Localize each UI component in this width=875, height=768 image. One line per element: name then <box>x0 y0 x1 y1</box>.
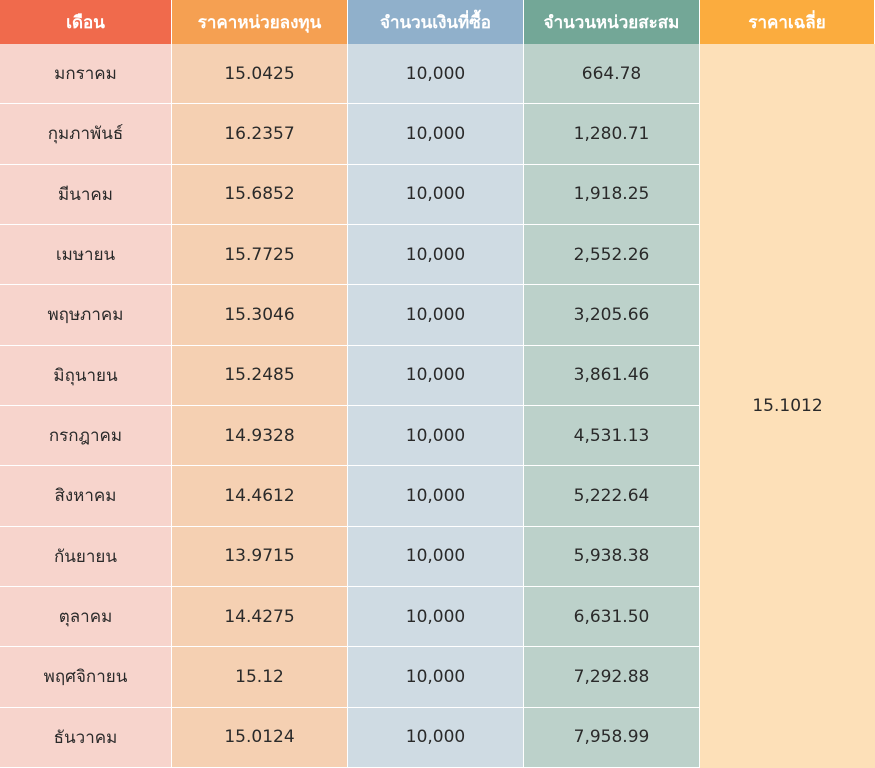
cell-cumulative-units: 3,205.66 <box>524 285 700 346</box>
cell-cumulative-units: 7,292.88 <box>524 647 700 708</box>
cell-unit-price: 14.4275 <box>172 586 348 648</box>
cell-cumulative-units: 3,861.46 <box>524 345 700 406</box>
cell-month: มกราคม <box>0 44 172 105</box>
cell-month: สิงหาคม <box>0 466 172 527</box>
cell-month: พฤศจิกายน <box>0 647 172 708</box>
cell-cumulative-units: 6,631.50 <box>524 586 700 648</box>
cell-average-price: 15.1012 <box>700 44 875 768</box>
cell-month: มีนาคม <box>0 164 172 225</box>
cell-unit-price: 15.2485 <box>172 345 348 406</box>
cell-month: มิถุนายน <box>0 345 172 406</box>
cell-amount: 10,000 <box>348 405 524 467</box>
cell-unit-price: 15.0124 <box>172 707 348 768</box>
cell-amount: 10,000 <box>348 345 524 406</box>
header-unit-price: ราคาหน่วยลงทุน <box>172 0 348 44</box>
cell-month: ตุลาคม <box>0 586 172 648</box>
cell-cumulative-units: 5,938.38 <box>524 526 700 587</box>
cell-month: กุมภาพันธ์ <box>0 104 172 165</box>
cell-amount: 10,000 <box>348 647 524 708</box>
cell-month: กันยายน <box>0 526 172 587</box>
header-amount: จำนวนเงินที่ซื้อ <box>348 0 524 44</box>
header-cumulative-units: จำนวนหน่วยสะสม <box>524 0 700 44</box>
cell-amount: 10,000 <box>348 224 524 286</box>
cell-unit-price: 15.7725 <box>172 224 348 286</box>
cell-cumulative-units: 5,222.64 <box>524 466 700 527</box>
header-average-price: ราคาเฉลี่ย <box>700 0 875 44</box>
cell-cumulative-units: 2,552.26 <box>524 224 700 286</box>
cell-unit-price: 15.6852 <box>172 164 348 225</box>
cell-cumulative-units: 4,531.13 <box>524 405 700 467</box>
cell-unit-price: 14.9328 <box>172 405 348 467</box>
cell-unit-price: 15.3046 <box>172 285 348 346</box>
cell-month: เมษายน <box>0 224 172 286</box>
cell-cumulative-units: 664.78 <box>524 44 700 105</box>
cell-unit-price: 15.0425 <box>172 44 348 105</box>
cell-unit-price: 15.12 <box>172 647 348 708</box>
cell-amount: 10,000 <box>348 526 524 587</box>
cell-amount: 10,000 <box>348 285 524 346</box>
cell-cumulative-units: 7,958.99 <box>524 707 700 768</box>
cell-unit-price: 16.2357 <box>172 104 348 165</box>
cell-unit-price: 14.4612 <box>172 466 348 527</box>
cell-amount: 10,000 <box>348 707 524 768</box>
cell-amount: 10,000 <box>348 104 524 165</box>
cell-month: พฤษภาคม <box>0 285 172 346</box>
cell-month: กรกฎาคม <box>0 405 172 467</box>
cell-amount: 10,000 <box>348 164 524 225</box>
cell-month: ธันวาคม <box>0 707 172 768</box>
cell-amount: 10,000 <box>348 44 524 105</box>
cell-cumulative-units: 1,280.71 <box>524 104 700 165</box>
cell-amount: 10,000 <box>348 586 524 648</box>
cell-cumulative-units: 1,918.25 <box>524 164 700 225</box>
header-month: เดือน <box>0 0 172 44</box>
cell-unit-price: 13.9715 <box>172 526 348 587</box>
cell-amount: 10,000 <box>348 466 524 527</box>
